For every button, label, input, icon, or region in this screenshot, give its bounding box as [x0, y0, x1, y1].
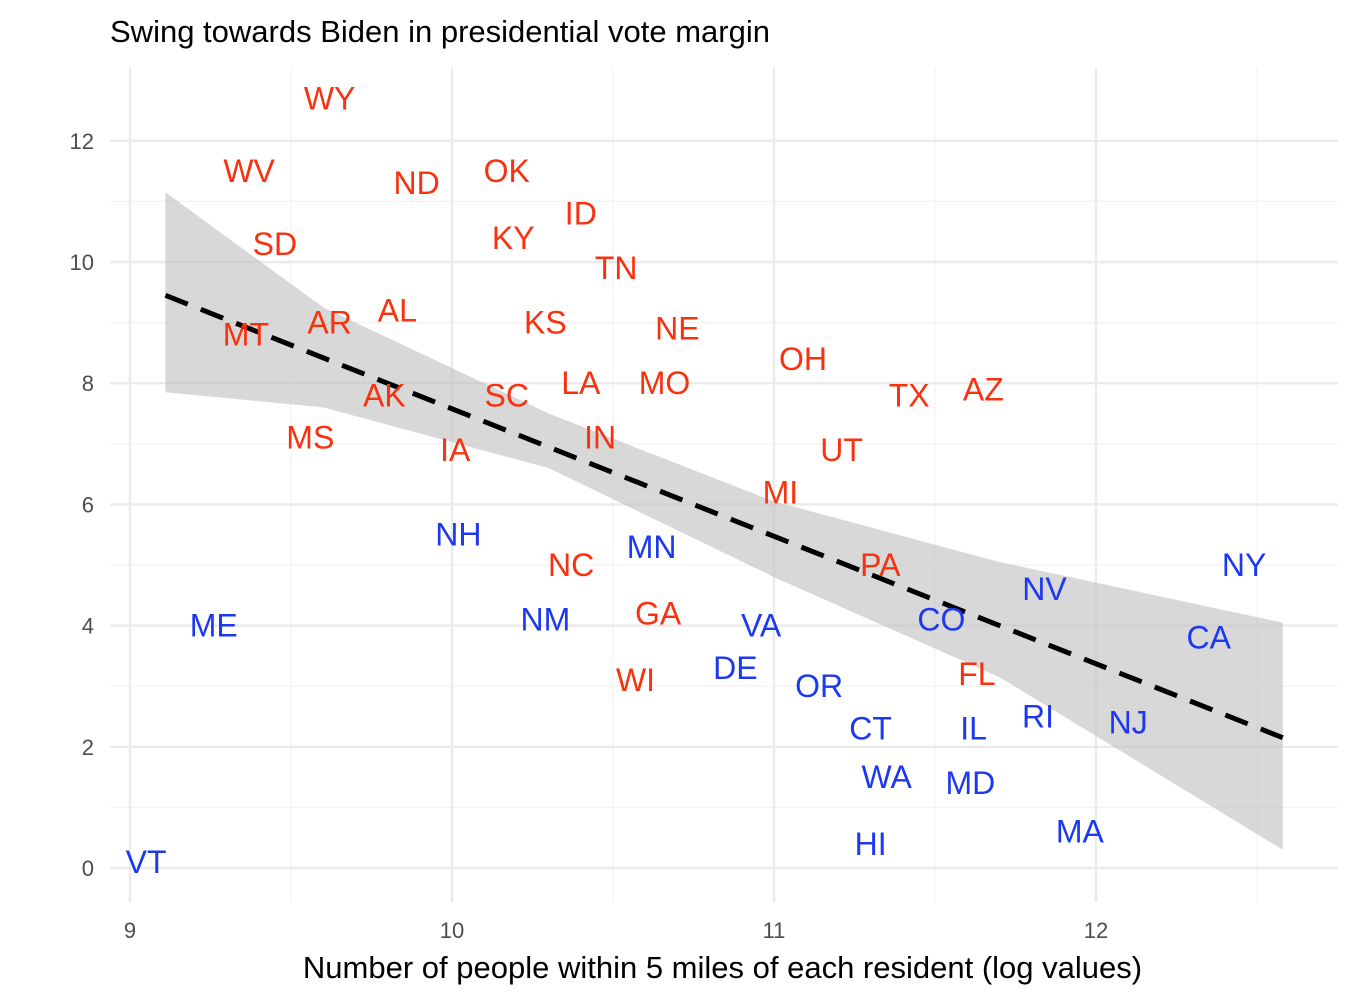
state-label-mo: MO	[639, 365, 691, 401]
x-tick-label: 10	[440, 918, 464, 943]
y-tick-label: 8	[82, 371, 94, 396]
state-label-nj: NJ	[1109, 705, 1148, 741]
state-label-va: VA	[741, 608, 782, 644]
y-tick-label: 10	[70, 250, 94, 275]
state-label-ca: CA	[1186, 620, 1231, 656]
state-label-wi: WI	[616, 662, 655, 698]
x-tick-label: 12	[1084, 918, 1108, 943]
y-tick-label: 12	[70, 129, 94, 154]
state-label-nh: NH	[435, 517, 481, 553]
state-label-fl: FL	[958, 656, 995, 692]
axis-ticks: 9 10 11 12 0 2 4 6 8 10 12	[70, 129, 1109, 943]
state-label-wv: WV	[223, 153, 275, 189]
state-label-ct: CT	[849, 711, 892, 747]
state-label-ks: KS	[524, 305, 567, 341]
state-label-sc: SC	[484, 377, 528, 413]
state-label-id: ID	[565, 196, 597, 232]
x-tick-label: 11	[763, 918, 786, 943]
state-label-wa: WA	[862, 759, 913, 795]
state-label-wy: WY	[304, 80, 356, 116]
state-label-nm: NM	[521, 602, 571, 638]
x-axis-label: Number of people within 5 miles of each …	[302, 950, 1143, 985]
x-tick-label: 9	[124, 918, 136, 943]
state-label-ri: RI	[1022, 699, 1054, 735]
chart-title: Swing towards Biden in presidential vote…	[110, 14, 770, 49]
state-label-in: IN	[584, 420, 616, 456]
state-label-ar: AR	[307, 305, 351, 341]
state-label-al: AL	[378, 293, 417, 329]
trend-line	[164, 293, 1284, 741]
state-label-ok: OK	[484, 153, 530, 189]
state-label-sd: SD	[253, 226, 297, 262]
state-label-nc: NC	[548, 547, 594, 583]
state-label-ia: IA	[440, 432, 471, 468]
state-label-az: AZ	[963, 371, 1004, 407]
state-label-il: IL	[960, 711, 987, 747]
state-label-me: ME	[190, 608, 238, 644]
state-label-tx: TX	[889, 377, 930, 413]
y-tick-label: 0	[82, 856, 94, 881]
state-label-vt: VT	[126, 844, 167, 880]
trend-line-dashed	[164, 293, 1284, 741]
state-label-ms: MS	[286, 420, 334, 456]
state-label-mi: MI	[763, 474, 799, 510]
state-label-mn: MN	[627, 529, 677, 565]
state-label-or: OR	[795, 668, 843, 704]
state-label-tn: TN	[595, 250, 638, 286]
state-label-mt: MT	[223, 317, 269, 353]
data-points: WY WV ND OK SD KY ID TN MT AR AL KS NE OH AK SC LA MO TX AZ…	[126, 80, 1267, 880]
y-tick-label: 6	[82, 492, 94, 517]
confidence-band-area	[165, 192, 1283, 850]
state-label-ma: MA	[1056, 814, 1105, 850]
state-label-la: LA	[561, 365, 601, 401]
state-label-ky: KY	[492, 220, 535, 256]
state-label-co: CO	[917, 602, 965, 638]
state-label-ga: GA	[635, 596, 682, 632]
state-label-ny: NY	[1222, 547, 1266, 583]
state-label-md: MD	[946, 765, 996, 801]
state-label-de: DE	[713, 650, 757, 686]
state-label-pa: PA	[860, 547, 901, 583]
y-tick-label: 4	[82, 614, 94, 639]
state-label-oh: OH	[779, 341, 827, 377]
confidence-band	[165, 192, 1283, 850]
y-tick-label: 2	[82, 735, 94, 760]
state-label-ne: NE	[655, 311, 699, 347]
state-label-nv: NV	[1022, 571, 1067, 607]
state-label-ak: AK	[363, 377, 406, 413]
state-label-hi: HI	[855, 826, 887, 862]
state-label-nd: ND	[393, 165, 439, 201]
state-label-ut: UT	[820, 432, 863, 468]
